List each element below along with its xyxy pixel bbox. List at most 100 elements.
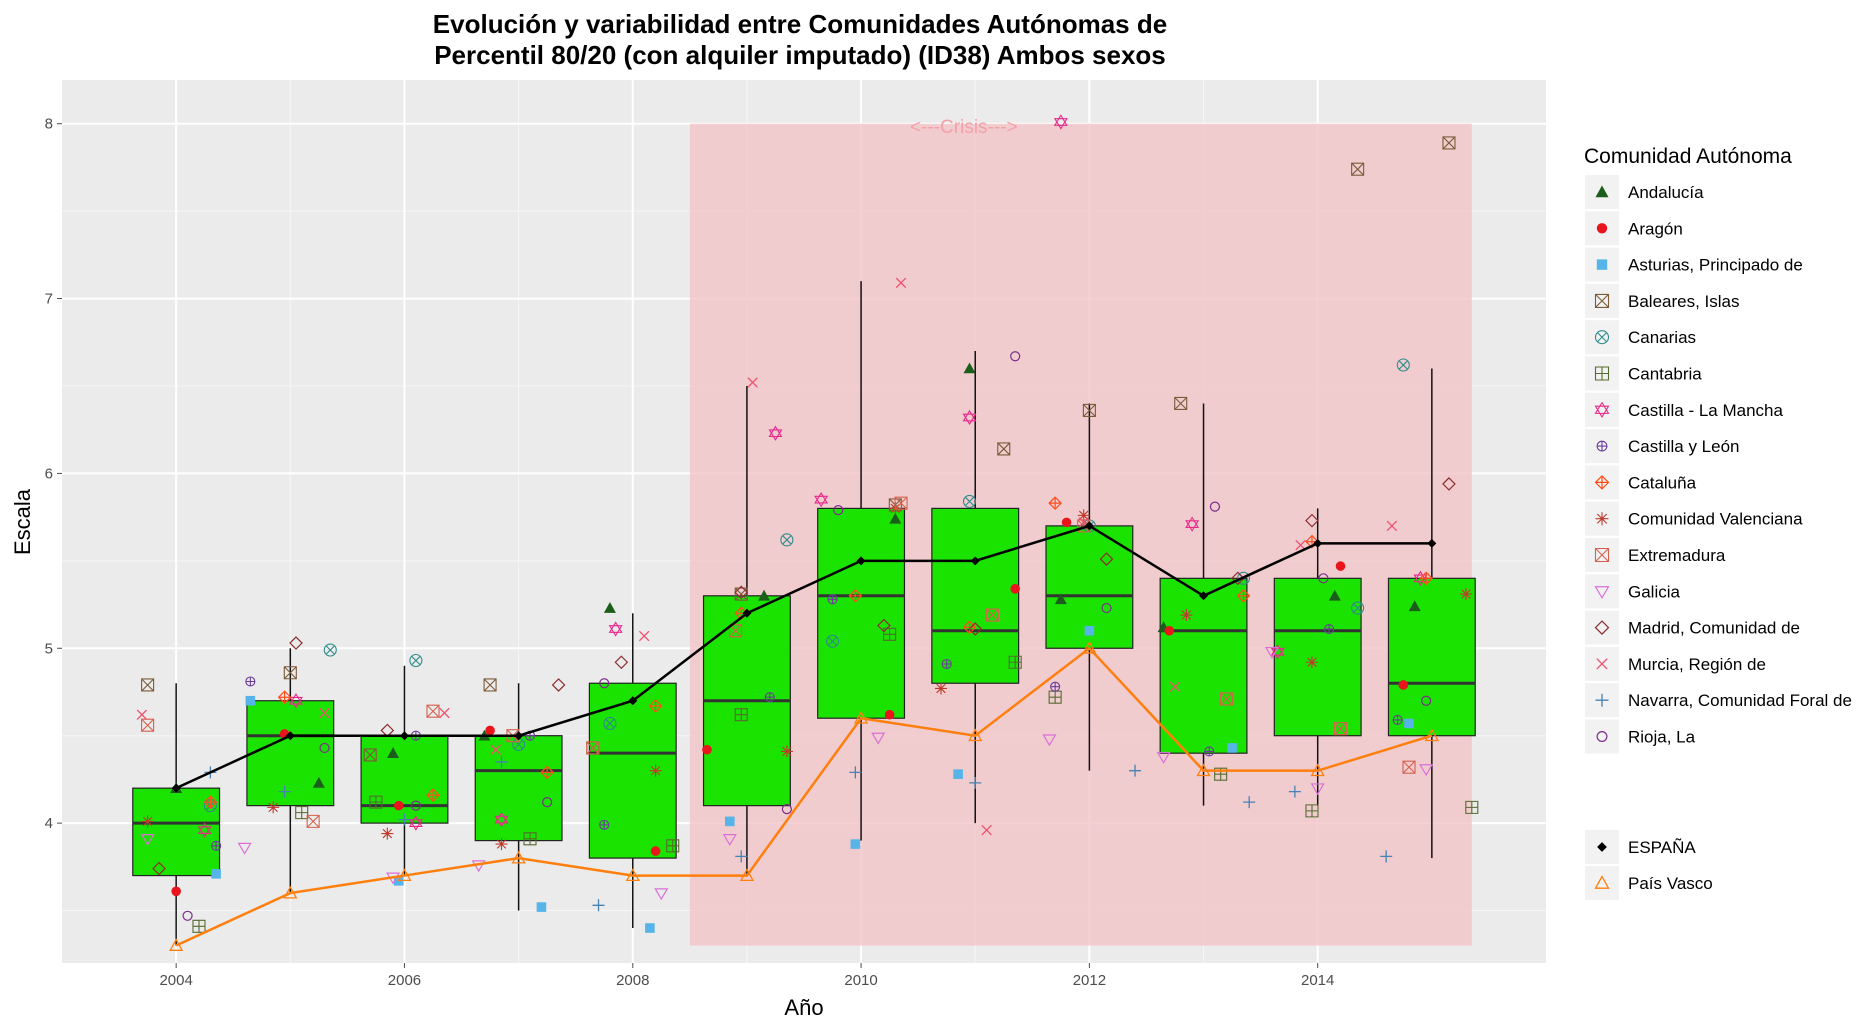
legend-marker [1595, 693, 1609, 707]
point-canarias [603, 716, 617, 730]
legend-label: Cataluña [1628, 473, 1697, 492]
point-extremadura [1219, 692, 1233, 706]
point-cantabria [1305, 804, 1319, 818]
point-baleares-islas [1082, 403, 1096, 418]
legend-summary: ESPAÑA País Vasco [1585, 830, 1713, 900]
point-andalucia [1408, 600, 1421, 612]
point-baleares-islas [141, 678, 155, 692]
point-espana [514, 731, 524, 741]
legend-marker [1594, 586, 1610, 599]
point-cataluna [1236, 588, 1251, 603]
point-cantabria [295, 806, 309, 820]
box [474, 735, 563, 842]
point-andalucia [312, 776, 325, 788]
point-aragon [650, 846, 661, 856]
chart-title-line-1: Evolución y variabilidad entre Comunidad… [433, 9, 1167, 39]
point-aragon [1164, 625, 1175, 636]
point-cataluna [1048, 496, 1062, 510]
legend-marker [1594, 620, 1610, 635]
legend-label: Extremadura [1628, 546, 1726, 565]
legend-marker [1594, 547, 1610, 563]
point-asturias-principado-de [211, 869, 221, 879]
legend-key [1585, 574, 1619, 609]
legend-marker [1596, 658, 1608, 670]
legend-key [1585, 866, 1619, 900]
point-madrid-comunidad-de [1230, 571, 1245, 586]
legend-marker [1596, 731, 1608, 742]
region-points [136, 114, 1479, 933]
point-pais-vasco [169, 938, 184, 951]
legend-marker [1596, 259, 1608, 270]
point-murcia-region-de [319, 707, 330, 719]
y-tick-label: 6 [45, 465, 53, 482]
point-rioja-la [599, 678, 610, 689]
point-extremadura [426, 704, 440, 718]
line-espana [175, 524, 1432, 790]
point-galicia [1419, 764, 1434, 777]
point-pais-vasco [1424, 728, 1439, 742]
point-madrid-comunidad-de [289, 636, 303, 650]
point-aragon [702, 744, 712, 755]
legend-label: Cantabria [1628, 365, 1702, 384]
point-extremadura [1333, 722, 1348, 736]
point-andalucia [758, 589, 771, 601]
point-navarra-comunidad-foral-de [278, 785, 291, 798]
boxplots [132, 281, 1476, 946]
point-comunidad-valenciana [780, 745, 793, 758]
point-comunidad-valenciana [1180, 609, 1193, 622]
point-asturias-principado-de [245, 695, 256, 706]
x-tick-label: 2004 [159, 972, 192, 989]
y-tick-label: 4 [45, 815, 53, 832]
x-tick-label: 2008 [616, 972, 649, 989]
point-pais-vasco [511, 850, 526, 864]
point-madrid-comunidad-de [1099, 552, 1114, 566]
y-axis-title: Escala [10, 488, 35, 555]
point-canarias [409, 653, 423, 668]
point-castilla-y-leon [1392, 714, 1403, 725]
legend-key [1585, 610, 1619, 645]
point-aragon [1010, 584, 1020, 594]
legend-marker [1595, 512, 1609, 526]
point-cantabria [369, 795, 383, 809]
chart-title-line-2: Percentil 80/20 (con alquiler imputado) … [434, 40, 1166, 70]
point-madrid-comunidad-de [877, 618, 891, 633]
legend-marker [1594, 330, 1610, 345]
legend-marker [1594, 401, 1610, 419]
legend-label: Andalucía [1628, 183, 1704, 202]
point-navarra-comunidad-foral-de [969, 776, 982, 789]
point-espana [628, 696, 638, 706]
point-extremadura [985, 608, 999, 622]
x-axis-ticks: 2004 2006 2008 2010 2012 2014 [159, 963, 1334, 989]
point-castilla-la-mancha [1053, 114, 1068, 130]
point-andalucia [603, 602, 616, 613]
point-comunidad-valenciana [934, 682, 947, 695]
point-castilla-la-mancha [962, 409, 977, 426]
point-murcia-region-de [895, 277, 907, 289]
point-castilla-la-mancha [768, 425, 783, 441]
point-andalucia [1328, 589, 1341, 601]
point-canarias [1351, 601, 1365, 615]
point-aragon [171, 886, 181, 897]
point-galicia [654, 888, 669, 901]
x-axis-title: Año [784, 995, 823, 1020]
legend-marker [1594, 366, 1610, 381]
point-espana [171, 783, 181, 793]
y-tick-label: 7 [45, 291, 53, 308]
legend-key [1585, 392, 1619, 427]
point-comunidad-valenciana [495, 838, 508, 851]
point-comunidad-valenciana [1305, 656, 1318, 669]
point-rioja-la [1101, 602, 1112, 614]
point-madrid-comunidad-de [614, 655, 629, 670]
point-aragon [884, 709, 895, 720]
point-pais-vasco [625, 868, 640, 882]
point-comunidad-valenciana [649, 764, 662, 777]
point-espana [742, 608, 752, 618]
legend-marker [1594, 475, 1610, 490]
point-canarias [962, 494, 977, 508]
point-madrid-comunidad-de [968, 622, 983, 636]
point-cataluna [203, 795, 218, 809]
point-cataluna [1419, 571, 1433, 586]
point-murcia-region-de [638, 630, 650, 642]
point-pais-vasco [1082, 640, 1097, 654]
